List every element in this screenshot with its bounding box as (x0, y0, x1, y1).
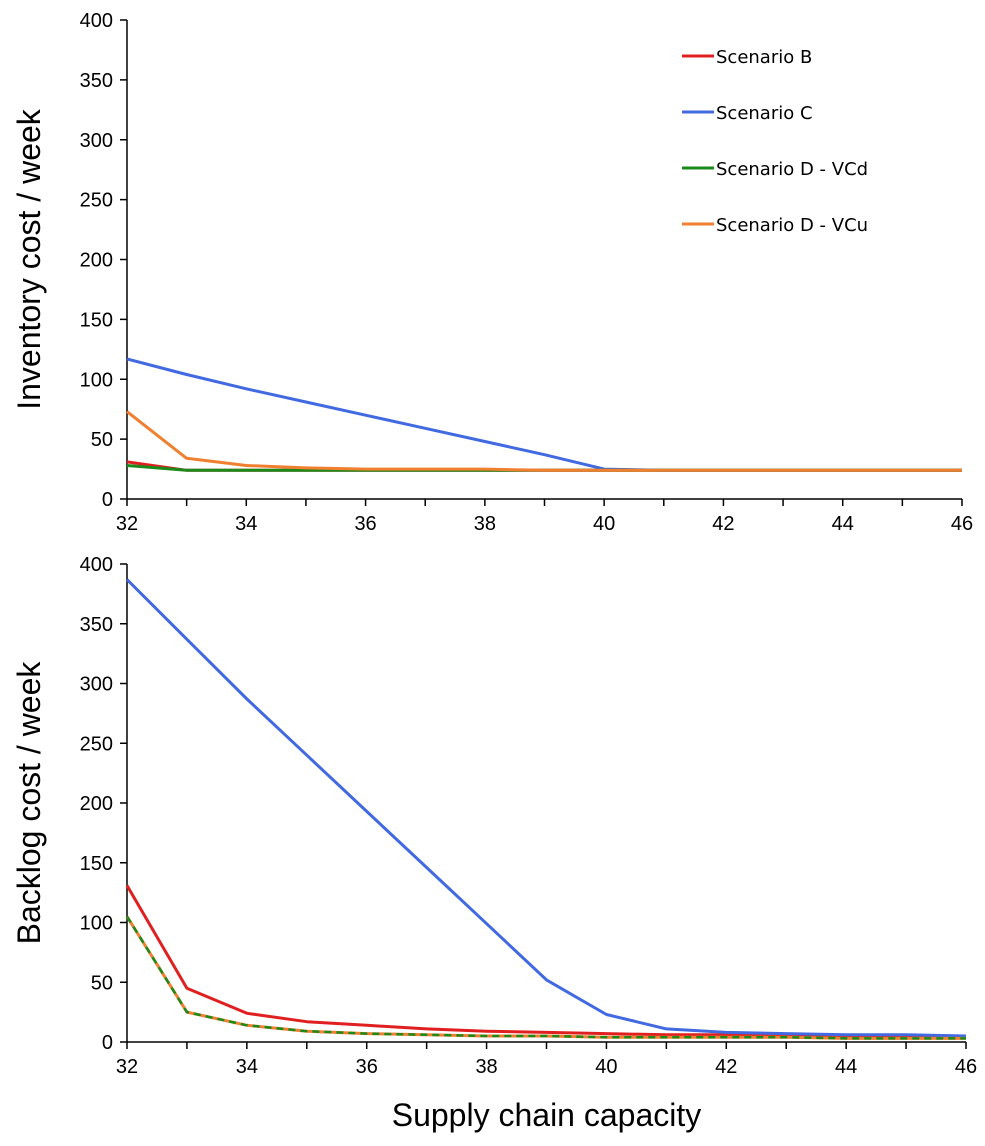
chart-0-y-tick-label: 250 (80, 190, 113, 212)
chart-1-x-tick-label: 38 (475, 1056, 497, 1078)
chart-0-x-tick-label: 42 (712, 513, 734, 535)
chart-1-x-tick-label: 40 (595, 1056, 617, 1078)
chart-1-x-tick-label: 42 (715, 1056, 737, 1078)
chart-0-x-tick-label: 36 (354, 513, 376, 535)
chart-1-y-tick-label: 250 (80, 733, 113, 755)
chart-0-legend: Scenario B Scenario C Scenario D - VCd Scen… (682, 47, 868, 236)
chart-0-y-tick-label: 200 (80, 250, 113, 272)
chart-0-series-scenario-c (126, 357, 962, 472)
chart-0-y-tick-label: 100 (80, 369, 113, 391)
chart-0-series-scenario-d-vcu (126, 410, 962, 472)
chart-0-x-tick-label: 32 (116, 513, 138, 535)
chart-0-y-tick-label: 300 (80, 130, 113, 152)
inventory-cost-chart: 0 50 100 150 200 250 300 350 400 32 34 36 38 40 42 44 46… (11, 10, 973, 535)
chart-0-legend-label-scenario-d-vcd: Scenario D - VCd (716, 159, 868, 180)
chart-1-series-scenario-c (125, 578, 967, 1038)
chart-1-y-tick-label: 300 (80, 674, 113, 696)
chart-1-y-tick-label: 0 (102, 1032, 113, 1054)
chart-1-x-tick-label: 46 (955, 1056, 977, 1078)
chart-0-y-tick-label: 400 (80, 10, 113, 32)
chart-0-x-tick-label: 38 (474, 513, 496, 535)
chart-1-x-tick-label: 32 (116, 1056, 138, 1078)
chart-1-y-tick-label: 50 (91, 972, 113, 994)
chart-0-y-tick-label: 350 (80, 70, 113, 92)
chart-0-legend-label-scenario-c: Scenario C (716, 103, 813, 124)
chart-1-x-tick-label: 44 (835, 1056, 857, 1078)
chart-1-series-scenario-d-vcu (125, 915, 966, 1040)
chart-1-y-tick-label: 150 (80, 853, 113, 875)
chart-0-x-tick-label: 44 (832, 513, 854, 535)
chart-1-x-tick-label: 36 (356, 1056, 378, 1078)
chart-0-legend-label-scenario-d-vcu: Scenario D - VCu (716, 215, 868, 236)
chart-0-x-tick-label: 34 (235, 513, 257, 535)
chart-0-legend-label-scenario-b: Scenario B (716, 47, 812, 68)
chart-1-y-tick-label: 100 (80, 913, 113, 935)
chart-1-y-tick-label: 350 (80, 614, 113, 636)
chart-1-y-tick-label: 400 (80, 554, 113, 576)
chart-1-series-scenario-b (125, 884, 966, 1038)
backlog-cost-chart: 0 50 100 150 200 250 300 350 400 32 34 36 38 40 42 44 46… (11, 554, 977, 1133)
chart-1-x-tick-label: 34 (236, 1056, 258, 1078)
chart-0-x-tick-label: 46 (951, 513, 973, 535)
chart-1-y-axis-label: Backlog cost / week (11, 661, 47, 945)
chart-1-series-scenario-d-vcd (125, 915, 966, 1040)
chart-1-x-axis-label: Supply chain capacity (392, 1097, 702, 1133)
chart-0-x-tick-label: 40 (593, 513, 615, 535)
chart-0-y-tick-label: 150 (80, 309, 113, 331)
chart-0-y-axis-label: Inventory cost / week (11, 108, 47, 410)
chart-0-y-tick-label: 50 (91, 429, 113, 451)
chart-0-y-tick-label: 0 (102, 489, 113, 511)
chart-1-y-tick-label: 200 (80, 793, 113, 815)
